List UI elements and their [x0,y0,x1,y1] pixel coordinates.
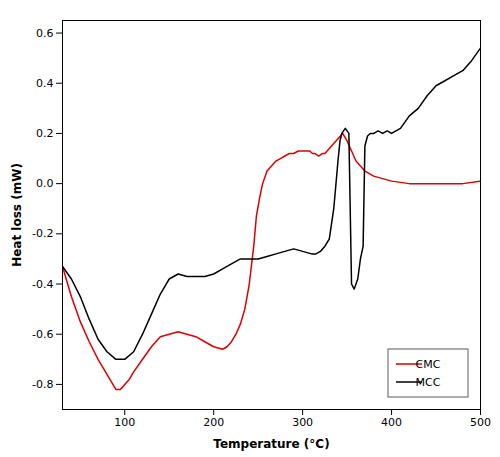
svg-text:MCC: MCC [416,376,441,389]
svg-text:0.4: 0.4 [36,77,54,90]
svg-text:0.2: 0.2 [36,127,54,140]
svg-text:0.6: 0.6 [36,27,54,40]
svg-text:500: 500 [470,416,491,429]
svg-text:-0.8: -0.8 [32,378,53,391]
svg-text:-0.4: -0.4 [32,278,53,291]
svg-text:300: 300 [292,416,313,429]
svg-text:400: 400 [381,416,402,429]
svg-text:Heat loss (mW): Heat loss (mW) [10,163,24,267]
svg-text:200: 200 [203,416,224,429]
svg-text:0.0: 0.0 [36,177,54,190]
svg-text:CMC: CMC [416,358,441,371]
svg-text:-0.6: -0.6 [32,328,53,341]
svg-text:Temperature (°C): Temperature (°C) [213,437,329,451]
svg-text:100: 100 [114,416,135,429]
svg-text:-0.2: -0.2 [32,227,53,240]
